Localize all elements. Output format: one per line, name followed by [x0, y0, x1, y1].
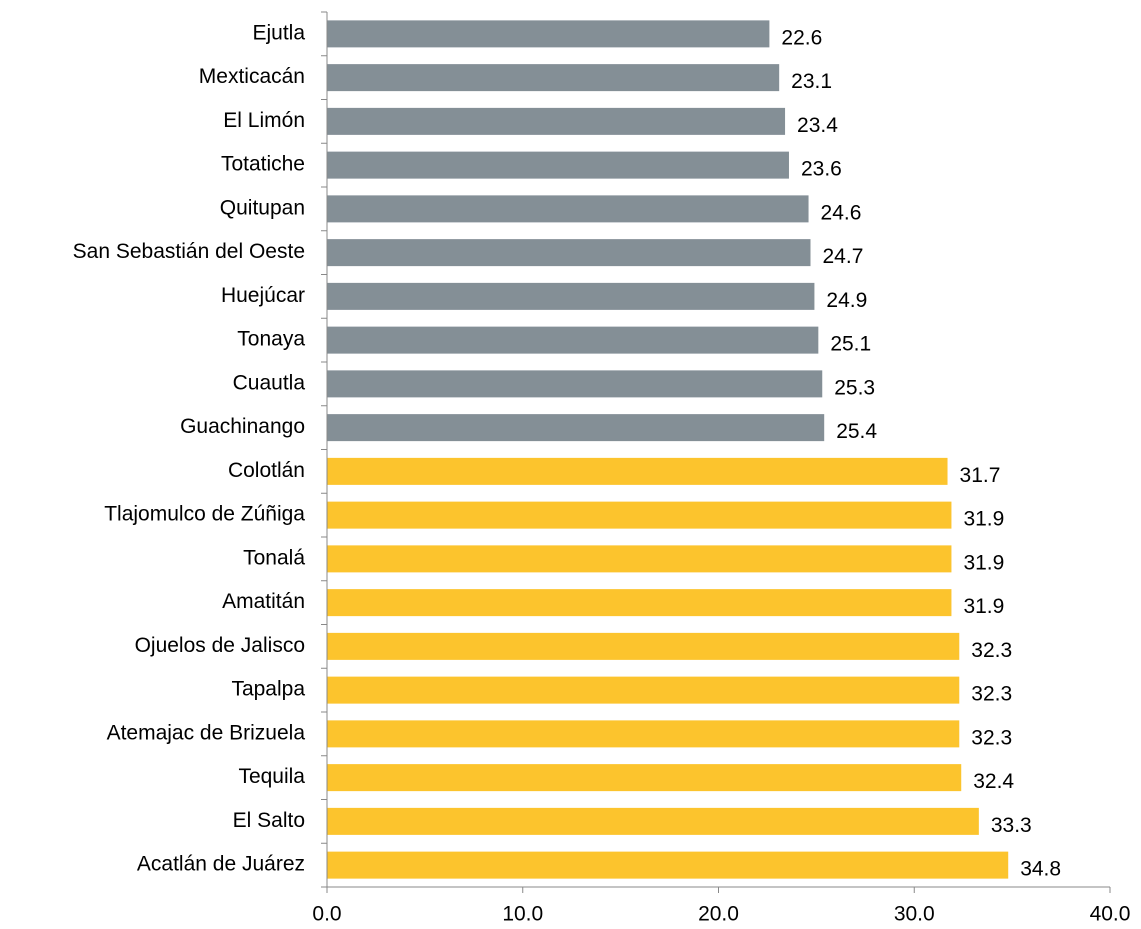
bar: [327, 107, 786, 135]
value-label: 22.6: [781, 26, 822, 49]
y-tick-label: Tonaya: [237, 328, 305, 351]
value-label: 32.3: [971, 726, 1012, 749]
bar: [327, 632, 960, 660]
bar: [327, 239, 811, 267]
x-tick-label: 20.0: [698, 903, 739, 926]
value-label: 24.6: [821, 201, 862, 224]
y-tick-label: Amatitán: [222, 590, 305, 613]
value-label: 25.3: [834, 376, 875, 399]
y-tick-label: Tapalpa: [231, 678, 305, 701]
value-label: 25.4: [836, 420, 877, 443]
y-tick-label: Atemajac de Brizuela: [107, 721, 306, 744]
y-tick-label: Huejúcar: [221, 284, 305, 307]
value-label: 23.1: [791, 70, 832, 93]
value-label: 32.3: [971, 639, 1012, 662]
value-label: 32.3: [971, 683, 1012, 706]
value-label: 32.4: [973, 770, 1014, 793]
y-tick-label: Guachinango: [180, 415, 305, 438]
value-label: 23.6: [801, 158, 842, 181]
bar: [327, 195, 809, 223]
y-tick-label: Tlajomulco de Zúñiga: [104, 503, 305, 526]
value-label: 34.8: [1020, 858, 1061, 881]
y-tick-label: Ejutla: [252, 21, 305, 44]
y-tick-label: Quitupan: [220, 196, 305, 219]
value-label: 31.9: [963, 508, 1004, 531]
y-tick-label: Cuautla: [233, 371, 306, 394]
y-tick-label: Totatiche: [221, 153, 305, 176]
value-label: 23.4: [797, 114, 838, 137]
y-tick-label: Tonalá: [243, 546, 305, 569]
value-label: 31.9: [963, 551, 1004, 574]
y-tick-label: San Sebastián del Oeste: [73, 240, 305, 263]
y-tick-label: Ojuelos de Jalisco: [135, 634, 305, 657]
x-tick-label: 10.0: [502, 903, 543, 926]
bar: [327, 764, 962, 792]
bar: [327, 807, 979, 835]
y-tick-label: El Limón: [223, 109, 305, 132]
bar: [327, 676, 960, 704]
bar: [327, 545, 952, 573]
value-label: 24.7: [823, 245, 864, 268]
value-label: 33.3: [991, 814, 1032, 837]
bar: [327, 589, 952, 617]
bar: [327, 370, 823, 398]
bar: [327, 851, 1009, 879]
y-tick-label: Acatlán de Juárez: [137, 853, 305, 876]
bar: [327, 64, 780, 92]
bar: [327, 501, 952, 529]
x-tick-label: 30.0: [894, 903, 935, 926]
y-tick-label: Tequila: [238, 765, 305, 788]
value-label: 31.9: [963, 595, 1004, 618]
bar: [327, 720, 960, 748]
y-tick-label: Colotlán: [228, 459, 305, 482]
bar: [327, 151, 789, 179]
value-label: 25.1: [830, 333, 871, 356]
y-tick-label: Mexticacán: [199, 65, 305, 88]
value-label: 31.7: [960, 464, 1001, 487]
value-label: 24.9: [826, 289, 867, 312]
x-tick-label: 0.0: [312, 903, 341, 926]
bar: [327, 282, 815, 310]
bar: [327, 457, 948, 485]
bar: [327, 326, 819, 354]
y-tick-label: El Salto: [233, 809, 305, 832]
x-tick-label: 40.0: [1090, 903, 1131, 926]
bar: [327, 20, 770, 48]
bar: [327, 414, 825, 442]
